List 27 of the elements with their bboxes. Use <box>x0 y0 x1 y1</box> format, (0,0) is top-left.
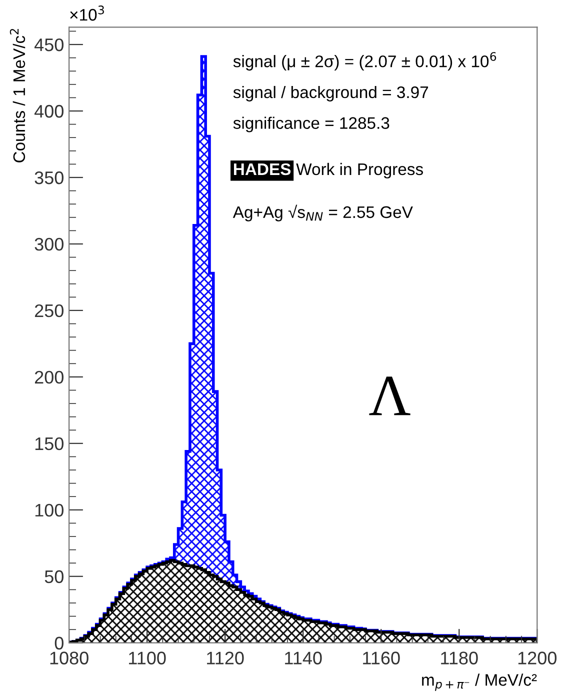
y-tick-label: 0 <box>54 636 64 650</box>
x-axis-title: m$_{p+π⁻}$ / MeV/c² <box>422 674 537 691</box>
y-tick-label: 450 <box>34 38 64 52</box>
annotation: signal / background = 3.97 <box>233 86 428 102</box>
y-tick-label: 350 <box>34 171 64 184</box>
x-tick-label: 1120 <box>207 652 244 664</box>
x-tick-label: 1200 <box>518 652 557 664</box>
y-tick-label: 150 <box>35 437 64 450</box>
annotation: signal (μ ± 2σ) = (2.07 ± 0.01) x 10$^{6}$ <box>233 52 496 71</box>
y-tick-label: 250 <box>34 304 64 318</box>
x-tick-label: 1180 <box>441 652 478 664</box>
annotation: significance = 1285.3 <box>233 116 390 132</box>
x-tick-label: 1100 <box>129 652 166 664</box>
x-tick-label: 1080 <box>50 652 88 664</box>
annotation: HADES <box>234 163 291 176</box>
annotation: Work in Progress <box>296 162 423 178</box>
annotation: Ag+Ag √s$_{NN}$ = 2.55 GeV <box>232 204 413 222</box>
y-tick-label: 200 <box>34 370 64 384</box>
y-tick-label: 300 <box>34 238 64 251</box>
x-tick-label: 1140 <box>285 652 322 664</box>
y-axis-title: Counts / 1 MeV/c$^{2}$ <box>10 28 26 162</box>
y-tick-label: 50 <box>44 570 64 584</box>
y-tick-label: 400 <box>34 104 64 118</box>
text: ×10$^{3}$ <box>70 6 104 21</box>
y-tick-label: 100 <box>35 504 64 517</box>
annotation: Λ <box>369 376 410 416</box>
x-tick-label: 1160 <box>363 652 400 664</box>
